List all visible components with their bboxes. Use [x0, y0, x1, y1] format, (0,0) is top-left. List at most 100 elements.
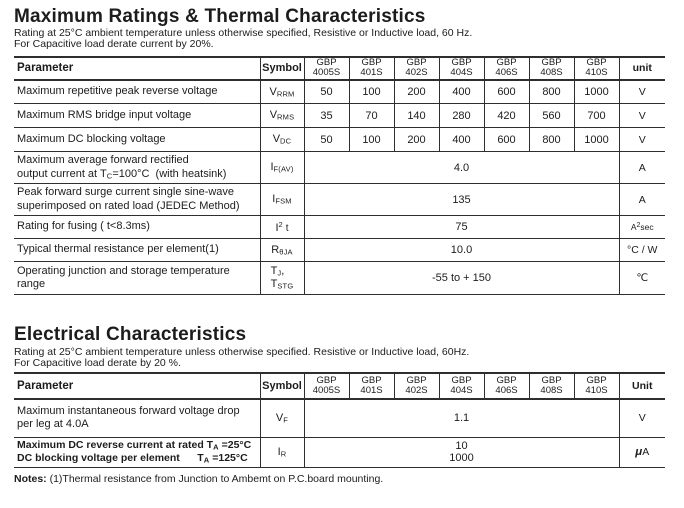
value-cell: 200 [394, 127, 440, 152]
unit-cell: V [619, 127, 665, 152]
value-cell-span: 4.0 [304, 151, 620, 184]
value-cell: 50 [304, 127, 350, 152]
max-ratings-subtitle-1: Rating at 25°C ambient temperature unles… [14, 27, 473, 39]
symbol-cell: IFSM [260, 183, 305, 216]
electrical-title: Electrical Characteristics [14, 324, 247, 345]
symbol-cell: IR [260, 437, 305, 468]
table-row-vf: Maximum instantaneous forward voltage dr… [14, 399, 665, 438]
col-header-unit: unit [619, 56, 665, 81]
symbol-cell: VRMS [260, 103, 305, 128]
param-cell: Peak forward surge current single sine-w… [14, 183, 261, 216]
param-cell: Maximum repetitive peak reverse voltage [14, 79, 261, 104]
param-cell: Maximum average forward rectified output… [14, 151, 261, 184]
value-cell: 600 [484, 79, 530, 104]
table-row-vrrm: Maximum repetitive peak reverse voltage … [14, 79, 665, 104]
value-cell: 800 [529, 79, 575, 104]
value-cell: 560 [529, 103, 575, 128]
table-row-rthja: Typical thermal resistance per element(1… [14, 238, 665, 262]
col-header-gbp404s: GBP 404S [439, 372, 485, 400]
col-header-symbol: Symbol [260, 56, 305, 81]
col-header-gbp410s: GBP 410S [574, 372, 620, 400]
unit-cell: A2sec [619, 215, 665, 239]
value-cell-span: -55 to + 150 [304, 261, 620, 295]
unit-cell: °C / W [619, 238, 665, 262]
max-ratings-table: Parameter Symbol GBP 4005S GBP 401S GBP 402… [14, 56, 665, 295]
table-row-i2t: Rating for fusing ( t<8.3ms) I2 t 75 A2s… [14, 215, 665, 239]
col-header-gbp401s: GBP 401S [349, 56, 395, 81]
col-header-symbol: Symbol [260, 372, 305, 400]
col-header-gbp402s: GBP 402S [394, 372, 440, 400]
value-cell: 800 [529, 127, 575, 152]
col-header-gbp410s: GBP 410S [574, 56, 620, 81]
col-header-gbp408s: GBP 408S [529, 372, 575, 400]
value-cell-span: 75 [304, 215, 620, 239]
param-cell: Maximum instantaneous forward voltage dr… [14, 399, 261, 438]
col-header-parameter: Parameter [14, 56, 261, 81]
table-row-ir: Maximum DC reverse current at rated TA =… [14, 437, 665, 468]
value-cell: 140 [394, 103, 440, 128]
table-row-vdc: Maximum DC blocking voltage VDC 50 100 2… [14, 127, 665, 152]
value-cell: 100 [349, 79, 395, 104]
value-cell: 1000 [574, 79, 620, 104]
col-header-unit: Unit [619, 372, 665, 400]
param-cell: Typical thermal resistance per element(1… [14, 238, 261, 262]
col-header-parameter: Parameter [14, 372, 261, 400]
table-header-row: Parameter Symbol GBP 4005S GBP 401S GBP 402… [14, 372, 665, 400]
value-cell-span: 1.1 [304, 399, 620, 438]
table-row-vrms: Maximum RMS bridge input voltage VRMS 35… [14, 103, 665, 128]
electrical-subtitle-2: For Capacitive load derate by 20 %. [14, 357, 181, 369]
value-cell: 400 [439, 79, 485, 104]
symbol-cell: TJ, TSTG [260, 261, 305, 295]
table-header-row: Parameter Symbol GBP 4005S GBP 401S GBP 402… [14, 56, 665, 81]
param-cell: Maximum RMS bridge input voltage [14, 103, 261, 128]
electrical-subtitle-1: Rating at 25°C ambient temperature unles… [14, 346, 470, 358]
unit-cell: V [619, 79, 665, 104]
unit-cell: ℃ [619, 261, 665, 295]
param-cell: Maximum DC blocking voltage [14, 127, 261, 152]
value-cell-span: 10 1000 [304, 437, 620, 468]
max-ratings-title: Maximum Ratings & Thermal Characteristic… [14, 6, 426, 27]
col-header-gbp401s: GBP 401S [349, 372, 395, 400]
symbol-cell: IF(AV) [260, 151, 305, 184]
value-cell-span: 10.0 [304, 238, 620, 262]
value-cell: 35 [304, 103, 350, 128]
unit-cell: μA [619, 437, 665, 468]
symbol-cell: I2 t [260, 215, 305, 239]
unit-cell: A [619, 151, 665, 184]
col-header-gbp4005s: GBP 4005S [304, 372, 350, 400]
unit-cell: A [619, 183, 665, 216]
table-row-ifsm: Peak forward surge current single sine-w… [14, 183, 665, 216]
col-header-gbp406s: GBP 406S [484, 372, 530, 400]
table-row-ifav: Maximum average forward rectified output… [14, 151, 665, 184]
table-row-tjtstg: Operating junction and storage temperatu… [14, 261, 665, 295]
col-header-gbp404s: GBP 404S [439, 56, 485, 81]
col-header-gbp402s: GBP 402S [394, 56, 440, 81]
col-header-gbp408s: GBP 408S [529, 56, 575, 81]
param-cell: Operating junction and storage temperatu… [14, 261, 261, 295]
col-header-gbp4005s: GBP 4005S [304, 56, 350, 81]
unit-cell: V [619, 399, 665, 438]
param-cell: Maximum DC reverse current at rated TA =… [14, 437, 261, 468]
param-cell: Rating for fusing ( t<8.3ms) [14, 215, 261, 239]
unit-cell: V [619, 103, 665, 128]
value-cell: 50 [304, 79, 350, 104]
symbol-cell: VRRM [260, 79, 305, 104]
electrical-table: Parameter Symbol GBP 4005S GBP 401S GBP 402… [14, 372, 665, 468]
footnote: Notes: (1)Thermal resistance from Juncti… [14, 473, 384, 485]
value-cell: 420 [484, 103, 530, 128]
value-cell: 100 [349, 127, 395, 152]
value-cell: 600 [484, 127, 530, 152]
value-cell: 1000 [574, 127, 620, 152]
symbol-cell: VF [260, 399, 305, 438]
value-cell-span: 135 [304, 183, 620, 216]
value-cell: 700 [574, 103, 620, 128]
value-cell: 400 [439, 127, 485, 152]
col-header-gbp406s: GBP 406S [484, 56, 530, 81]
value-cell: 200 [394, 79, 440, 104]
value-cell: 70 [349, 103, 395, 128]
symbol-cell: VDC [260, 127, 305, 152]
max-ratings-subtitle-2: For Capacitive load derate current by 20… [14, 38, 214, 50]
symbol-cell: RθJA [260, 238, 305, 262]
value-cell: 280 [439, 103, 485, 128]
